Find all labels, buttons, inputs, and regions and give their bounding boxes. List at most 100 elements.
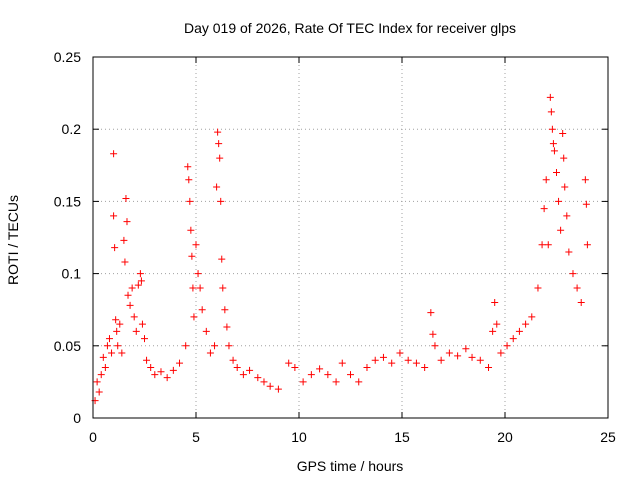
data-point xyxy=(112,316,120,324)
data-point xyxy=(215,140,223,148)
data-point xyxy=(151,371,159,379)
data-point xyxy=(445,349,453,357)
data-point xyxy=(138,320,146,328)
data-point xyxy=(114,342,122,350)
data-point xyxy=(427,309,435,317)
data-point xyxy=(122,195,130,203)
data-point xyxy=(577,298,585,306)
data-point xyxy=(187,226,195,234)
data-point xyxy=(363,363,371,371)
data-point xyxy=(534,284,542,292)
data-point xyxy=(299,378,307,386)
y-tick-label: 0.2 xyxy=(62,121,82,137)
data-point xyxy=(491,298,499,306)
data-point xyxy=(332,378,340,386)
data-point xyxy=(120,236,128,244)
data-point xyxy=(563,212,571,220)
data-point xyxy=(582,200,590,208)
x-tick-label: 0 xyxy=(89,429,97,445)
data-point xyxy=(266,382,274,390)
data-point xyxy=(141,335,148,343)
data-point xyxy=(544,241,552,249)
data-point xyxy=(110,150,118,158)
data-point xyxy=(186,197,194,205)
data-point xyxy=(198,306,206,314)
data-point xyxy=(218,255,226,263)
data-point xyxy=(128,284,136,292)
data-point xyxy=(221,306,229,314)
data-point xyxy=(254,374,262,382)
data-point xyxy=(108,349,116,357)
data-point xyxy=(546,93,554,101)
data-point xyxy=(573,284,581,292)
data-point xyxy=(307,371,315,379)
data-point xyxy=(214,128,222,136)
y-axis-label: ROTI / TECUs xyxy=(5,195,21,285)
data-point xyxy=(184,163,192,171)
data-point xyxy=(217,197,225,205)
data-point xyxy=(503,342,511,350)
data-point xyxy=(462,345,470,353)
data-point xyxy=(124,291,132,299)
data-point xyxy=(239,371,247,379)
x-tick-label: 5 xyxy=(192,429,200,445)
chart-title: Day 019 of 2026, Rate Of TEC Index for r… xyxy=(184,20,516,36)
data-point xyxy=(196,284,204,292)
data-point xyxy=(176,359,184,367)
axes xyxy=(92,56,609,419)
data-point xyxy=(116,320,124,328)
data-point xyxy=(190,313,198,321)
data-point xyxy=(555,197,563,205)
data-point xyxy=(476,356,484,364)
data-point xyxy=(291,363,299,371)
data-point xyxy=(559,130,567,138)
data-point xyxy=(185,176,193,184)
data-point xyxy=(134,281,142,289)
data-point xyxy=(379,353,387,361)
x-axis-label: GPS time / hours xyxy=(297,458,404,474)
data-point xyxy=(355,378,363,386)
data-point xyxy=(550,147,558,155)
data-point xyxy=(137,277,145,285)
data-point xyxy=(101,363,109,371)
data-point xyxy=(431,342,439,350)
y-tick-label: 0.05 xyxy=(54,338,81,354)
data-point xyxy=(157,368,165,376)
x-tick-label: 20 xyxy=(497,429,513,445)
data-point xyxy=(219,284,227,292)
data-point xyxy=(581,176,589,184)
data-point xyxy=(99,353,107,361)
data-point xyxy=(163,374,171,382)
data-point xyxy=(202,327,210,335)
data-point xyxy=(105,335,113,343)
data-point xyxy=(260,378,268,386)
data-point xyxy=(538,241,546,249)
data-point xyxy=(421,363,429,371)
data-point xyxy=(557,226,565,234)
x-tick-label: 10 xyxy=(291,429,307,445)
data-point xyxy=(110,212,118,220)
data-point xyxy=(569,270,577,278)
data-point xyxy=(371,356,379,364)
data-point xyxy=(182,342,190,350)
data-point xyxy=(118,349,126,357)
x-tick-label: 25 xyxy=(600,429,616,445)
plot-frame xyxy=(92,56,609,419)
data-point xyxy=(553,169,560,177)
y-tick-label: 0 xyxy=(73,410,81,426)
data-point xyxy=(347,371,354,379)
data-point xyxy=(515,327,523,335)
data-point xyxy=(93,378,101,386)
data-point xyxy=(565,248,573,256)
data-point xyxy=(285,359,293,367)
data-point xyxy=(194,270,202,278)
data-point xyxy=(493,320,501,328)
data-point xyxy=(437,356,445,364)
data-point xyxy=(225,342,233,350)
x-axis-ticks: 0 5 10 15 20 25 xyxy=(89,57,616,445)
data-point xyxy=(542,176,550,184)
y-tick-label: 0.1 xyxy=(62,266,82,282)
data-point xyxy=(429,330,437,338)
data-point xyxy=(522,320,530,328)
data-point xyxy=(233,363,241,371)
